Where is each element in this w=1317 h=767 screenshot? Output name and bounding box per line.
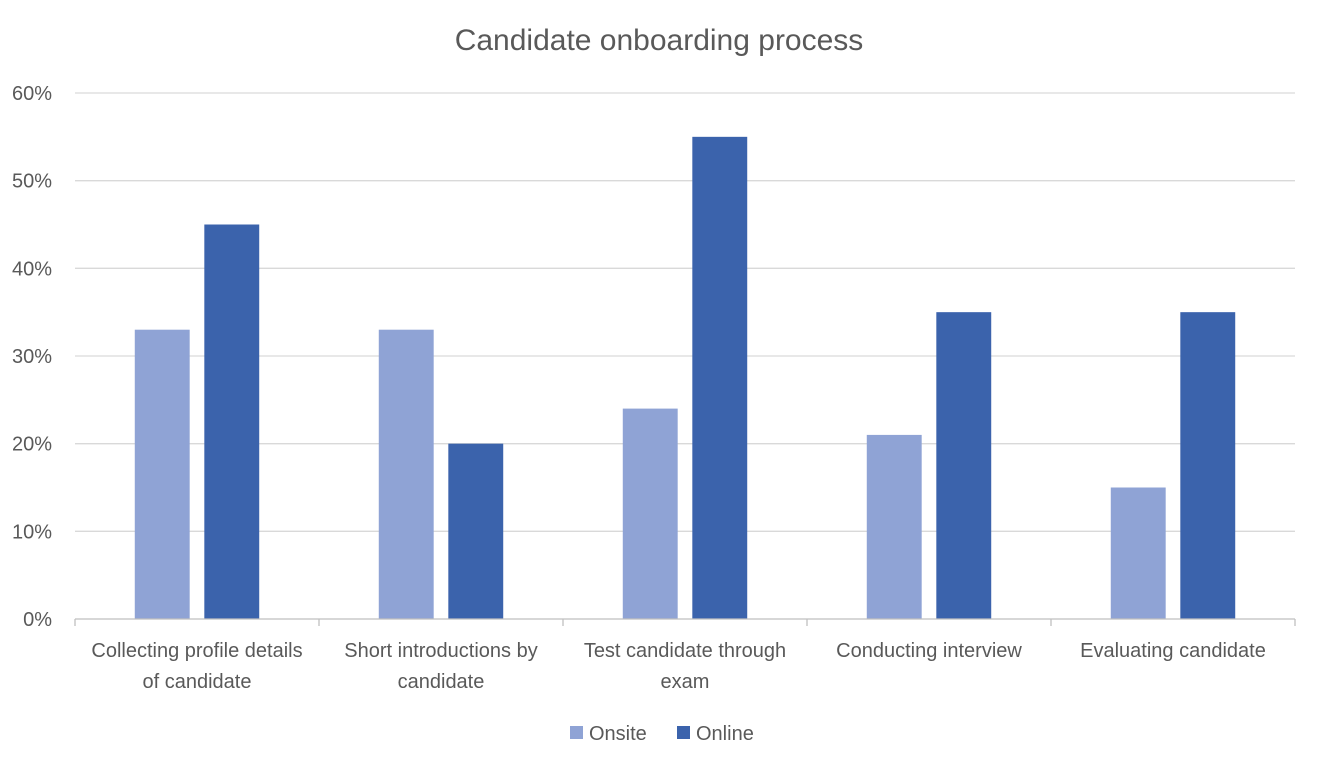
category-labels: Collecting profile details of candidate Sh… xyxy=(91,640,1265,693)
bar-onsite xyxy=(134,329,190,619)
bar-online xyxy=(1180,312,1236,619)
legend: Onsite Online xyxy=(570,723,754,745)
y-tick-label: 40% xyxy=(12,258,52,280)
bar-onsite xyxy=(1110,487,1166,619)
y-tick-label: 60% xyxy=(12,83,52,105)
x-category-label: Conducting interview xyxy=(836,640,1022,662)
chart-title: Candidate onboarding process xyxy=(455,24,864,57)
legend-label-online: Online xyxy=(696,723,754,745)
bar-online xyxy=(692,136,748,620)
x-category-label-line: Short introductions by xyxy=(344,640,537,662)
x-category-label-line: exam xyxy=(661,671,710,693)
x-axis xyxy=(74,618,1296,626)
x-category-label-line: Evaluating candidate xyxy=(1080,640,1266,662)
x-category-label: Test candidate through exam xyxy=(584,640,786,693)
bars xyxy=(134,136,1236,620)
y-tick-label: 0% xyxy=(23,609,52,631)
legend-swatch-online xyxy=(677,726,690,739)
bar-online xyxy=(936,312,992,619)
bar-online xyxy=(448,443,504,619)
x-category-label-line: Conducting interview xyxy=(836,640,1022,662)
y-tick-label: 50% xyxy=(12,171,52,193)
y-axis-ticks: 0% 10% 20% 30% 40% 50% 60% xyxy=(12,83,52,631)
x-category-label: Evaluating candidate xyxy=(1080,640,1266,662)
bar-onsite xyxy=(866,434,922,619)
bar-onsite xyxy=(622,408,678,619)
bar-online xyxy=(204,224,260,619)
x-category-label-line: candidate xyxy=(398,671,485,693)
legend-swatch-onsite xyxy=(570,726,583,739)
x-category-label-line: Collecting profile details xyxy=(91,640,302,662)
legend-label-onsite: Onsite xyxy=(589,723,647,745)
y-tick-label: 30% xyxy=(12,346,52,368)
y-tick-label: 20% xyxy=(12,434,52,456)
x-category-label: Short introductions by candidate xyxy=(344,640,537,693)
gridlines xyxy=(75,92,1295,532)
y-tick-label: 10% xyxy=(12,521,52,543)
x-category-label-line: of candidate xyxy=(143,671,252,693)
x-category-label: Collecting profile details of candidate xyxy=(91,640,302,693)
bar-onsite xyxy=(378,329,434,619)
x-category-label-line: Test candidate through xyxy=(584,640,786,662)
